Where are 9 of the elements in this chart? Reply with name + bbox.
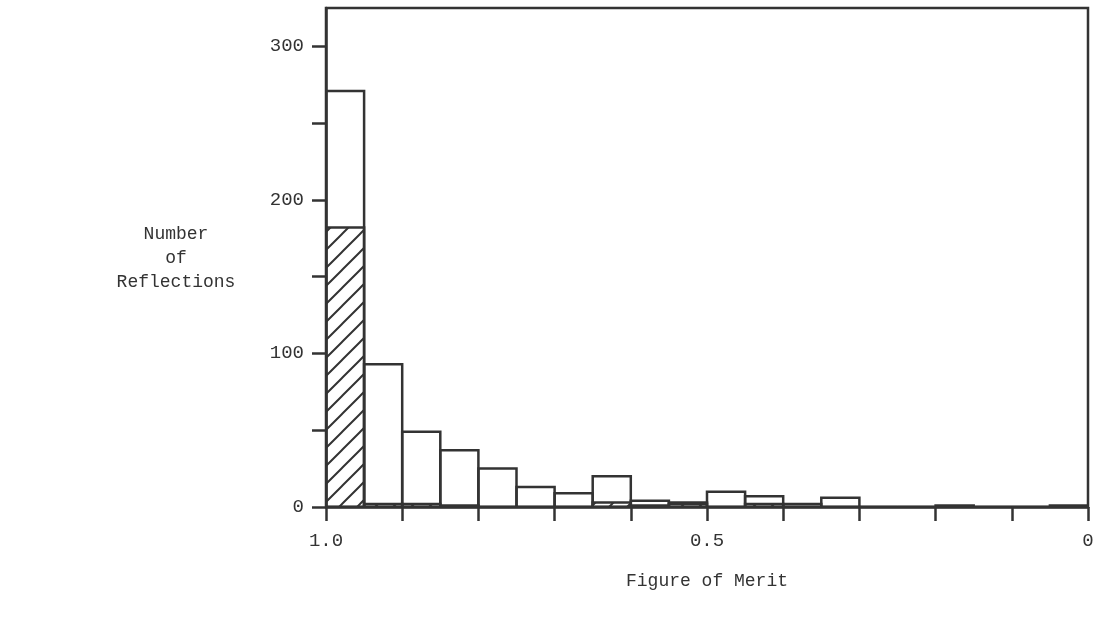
x-tick-label: 0.5	[689, 529, 725, 552]
x-axis-title: Figure of Merit	[625, 571, 789, 591]
y-axis-title: Number of Reflections	[116, 223, 236, 292]
y-tick-label: 100	[269, 342, 304, 365]
y-tick-label: 300	[269, 35, 304, 58]
x-tick-label: 1.0	[308, 529, 344, 552]
y-tick-label: 0	[292, 496, 304, 518]
y-tick-label: 200	[269, 188, 304, 211]
x-tick-label: 0	[1082, 529, 1094, 552]
